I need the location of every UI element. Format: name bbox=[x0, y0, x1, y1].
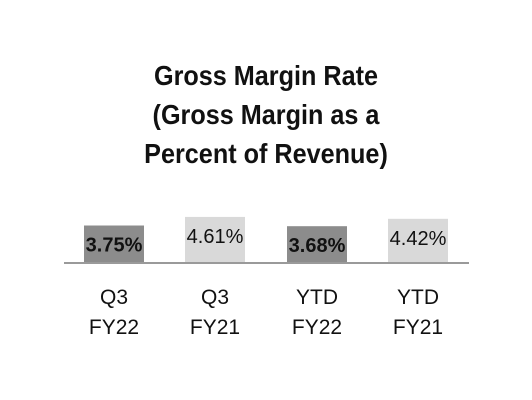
bar-value-label-2: 4.61% bbox=[187, 226, 244, 248]
bar-2 bbox=[185, 216, 245, 263]
chart-title-line-3: Percent of Revenue) bbox=[144, 138, 388, 169]
category-label-1-line-1: Q3 bbox=[100, 286, 128, 309]
chart-title-line-2: (Gross Margin as a bbox=[152, 99, 380, 130]
bar-1 bbox=[84, 225, 144, 263]
category-label-3-line-2: FY22 bbox=[292, 316, 342, 339]
bar-3 bbox=[287, 226, 347, 263]
category-label-4-line-1: YTD bbox=[397, 286, 439, 309]
chart-title-line-1: Gross Margin Rate bbox=[153, 60, 379, 91]
bar-value-label-1: 3.75% bbox=[86, 235, 143, 257]
bar-value-label-4: 4.42% bbox=[390, 228, 447, 250]
category-label-2-line-2: FY21 bbox=[190, 316, 240, 339]
category-label-1-line-2: FY22 bbox=[89, 316, 139, 339]
category-label-4-line-2: FY21 bbox=[393, 316, 443, 339]
category-label-2-line-1: Q3 bbox=[201, 286, 229, 309]
category-label-3-line-1: YTD bbox=[296, 286, 338, 309]
bar-4 bbox=[388, 218, 448, 263]
bar-value-label-3: 3.68% bbox=[289, 235, 346, 257]
